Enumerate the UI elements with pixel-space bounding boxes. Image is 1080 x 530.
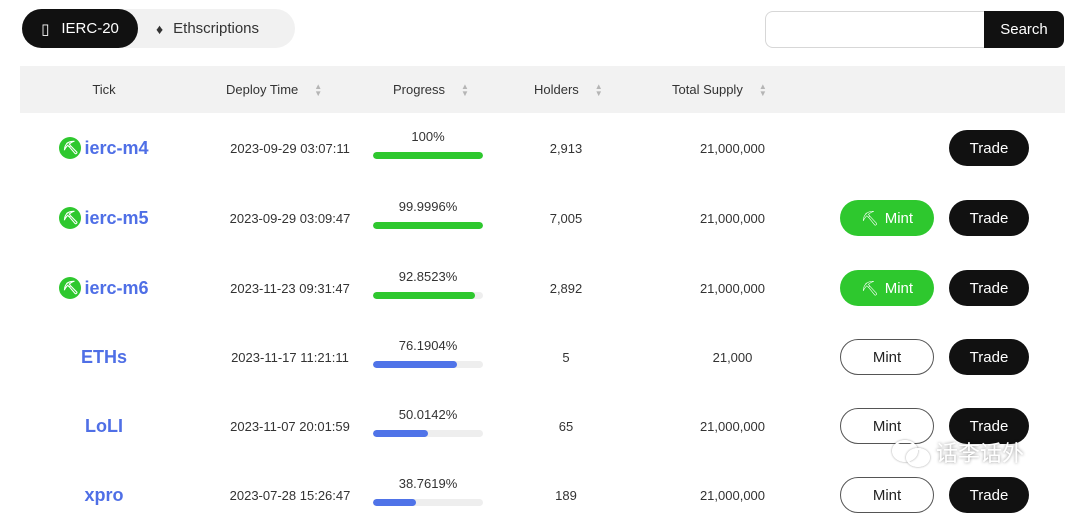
mint-button[interactable]: ⛏ Mint	[840, 270, 934, 306]
search-input[interactable]	[765, 11, 985, 48]
deploy-time: 2023-11-23 09:31:47	[230, 280, 350, 296]
holders: 189	[555, 487, 577, 503]
progress: 100%	[373, 113, 483, 183]
search-button[interactable]: Search	[984, 11, 1064, 48]
tab-label: Ethscriptions	[173, 20, 260, 37]
column-header-total-supply[interactable]: Total Supply ▲ ▼	[672, 81, 767, 98]
column-header-tick: Tick	[92, 82, 116, 97]
deploy-time: 2023-09-29 03:07:11	[230, 140, 350, 156]
progress-label: 100%	[411, 129, 445, 144]
mint-button[interactable]: Mint	[840, 339, 934, 375]
tab-ethscriptions[interactable]: ♦ Ethscriptions	[156, 9, 259, 48]
column-header-deploy-time[interactable]: Deploy Time ▲ ▼	[226, 81, 323, 98]
holders: 5	[562, 349, 570, 365]
progress-bar	[373, 430, 483, 437]
trade-button[interactable]: Trade	[949, 339, 1029, 375]
table-row: xpro 2023-07-28 15:26:47 38.7619% 189 21…	[20, 460, 1065, 530]
pickaxe-icon: ⛏	[860, 279, 879, 296]
table-row: ⛏ ierc-m6 2023-11-23 09:31:47 92.8523% 2…	[20, 253, 1065, 323]
holders: 7,005	[549, 210, 583, 226]
total-supply: 21,000,000	[699, 280, 766, 296]
deploy-time: 2023-09-29 03:09:47	[229, 210, 351, 226]
progress-fill	[373, 222, 483, 229]
tab-label: IERC-20	[61, 20, 119, 37]
total-supply: 21,000,000	[699, 210, 766, 226]
sort-icon[interactable]: ▲ ▼	[461, 81, 469, 98]
holders: 65	[558, 418, 574, 434]
tab-ierc-20[interactable]: ▯ IERC-20	[22, 9, 138, 48]
pickaxe-icon: ⛏	[59, 277, 82, 299]
total-supply: 21,000	[712, 349, 753, 365]
progress-fill	[373, 430, 428, 437]
tick-link[interactable]: ⛏ ierc-m4	[20, 113, 188, 183]
bar-icon: ▯	[41, 20, 50, 38]
total-supply: 21,000,000	[699, 418, 766, 434]
trade-button[interactable]: Trade	[949, 200, 1029, 236]
progress: 99.9996%	[373, 183, 483, 253]
progress: 92.8523%	[373, 253, 483, 323]
progress-bar	[373, 361, 483, 368]
holders: 2,892	[549, 280, 583, 296]
pickaxe-icon: ⛏	[59, 207, 82, 229]
progress: 76.1904%	[373, 322, 483, 392]
holders: 2,913	[549, 140, 583, 156]
total-supply: 21,000,000	[699, 487, 766, 503]
table-row: ⛏ ierc-m4 2023-09-29 03:07:11 100% 2,913…	[20, 113, 1065, 183]
sort-icon[interactable]: ▲ ▼	[314, 81, 323, 98]
mint-button[interactable]: Mint	[840, 477, 934, 513]
progress-label: 50.0142%	[398, 407, 458, 422]
ethereum-icon: ♦	[156, 20, 164, 37]
tick-link[interactable]: LoLI	[85, 415, 123, 436]
progress: 38.7619%	[373, 460, 483, 530]
mint-button[interactable]: Mint	[840, 408, 934, 444]
progress-label: 38.7619%	[398, 476, 458, 491]
table-row: ⛏ ierc-m5 2023-09-29 03:09:47 99.9996% 7…	[20, 183, 1065, 253]
table-row: ETHs 2023-11-17 11:21:11 76.1904% 5 21,0…	[20, 322, 1065, 392]
total-supply: 21,000,000	[699, 140, 766, 156]
tick-link[interactable]: ⛏ ierc-m6	[20, 253, 188, 323]
deploy-time: 2023-07-28 15:26:47	[229, 487, 351, 503]
pickaxe-icon: ⛏	[59, 137, 82, 159]
table-row: LoLI 2023-11-07 20:01:59 50.0142% 65 21,…	[20, 391, 1065, 461]
deploy-time: 2023-11-17 11:21:11	[231, 349, 349, 365]
trade-button[interactable]: Trade	[949, 408, 1029, 444]
trade-button[interactable]: Trade	[949, 477, 1029, 513]
deploy-time: 2023-11-07 20:01:59	[230, 418, 350, 434]
column-header-progress[interactable]: Progress ▲ ▼	[393, 81, 469, 98]
progress-label: 76.1904%	[398, 338, 458, 353]
trade-button[interactable]: Trade	[949, 270, 1029, 306]
progress-label: 99.9996%	[398, 199, 458, 214]
progress-bar	[373, 222, 483, 229]
tick-link[interactable]: ⛏ ierc-m5	[20, 183, 188, 253]
column-header-holders[interactable]: Holders ▲ ▼	[534, 81, 603, 98]
sort-icon[interactable]: ▲ ▼	[758, 81, 767, 98]
progress-label: 92.8523%	[398, 269, 458, 284]
watermark: 话李话外	[890, 436, 1024, 468]
tick-link[interactable]: xpro	[84, 484, 124, 505]
trade-button[interactable]: Trade	[949, 130, 1029, 166]
progress-bar	[373, 292, 483, 299]
sort-icon[interactable]: ▲ ▼	[594, 81, 603, 98]
progress-fill	[373, 499, 416, 506]
tick-link[interactable]: ETHs	[80, 346, 127, 367]
progress-bar	[373, 499, 483, 506]
progress-fill	[373, 292, 476, 299]
table-header: Tick Deploy Time ▲ ▼ Progress ▲ ▼ Holders …	[20, 66, 1065, 113]
progress-fill	[373, 361, 457, 368]
mint-button[interactable]: ⛏ Mint	[840, 200, 934, 236]
progress-fill	[373, 152, 483, 159]
protocol-tabs: ▯ IERC-20 ♦ Ethscriptions	[22, 9, 295, 48]
pickaxe-icon: ⛏	[860, 209, 879, 226]
watermark-text: 话李话外	[936, 441, 1025, 466]
progress-bar	[373, 152, 483, 159]
progress: 50.0142%	[373, 391, 483, 461]
wechat-icon	[890, 438, 930, 467]
